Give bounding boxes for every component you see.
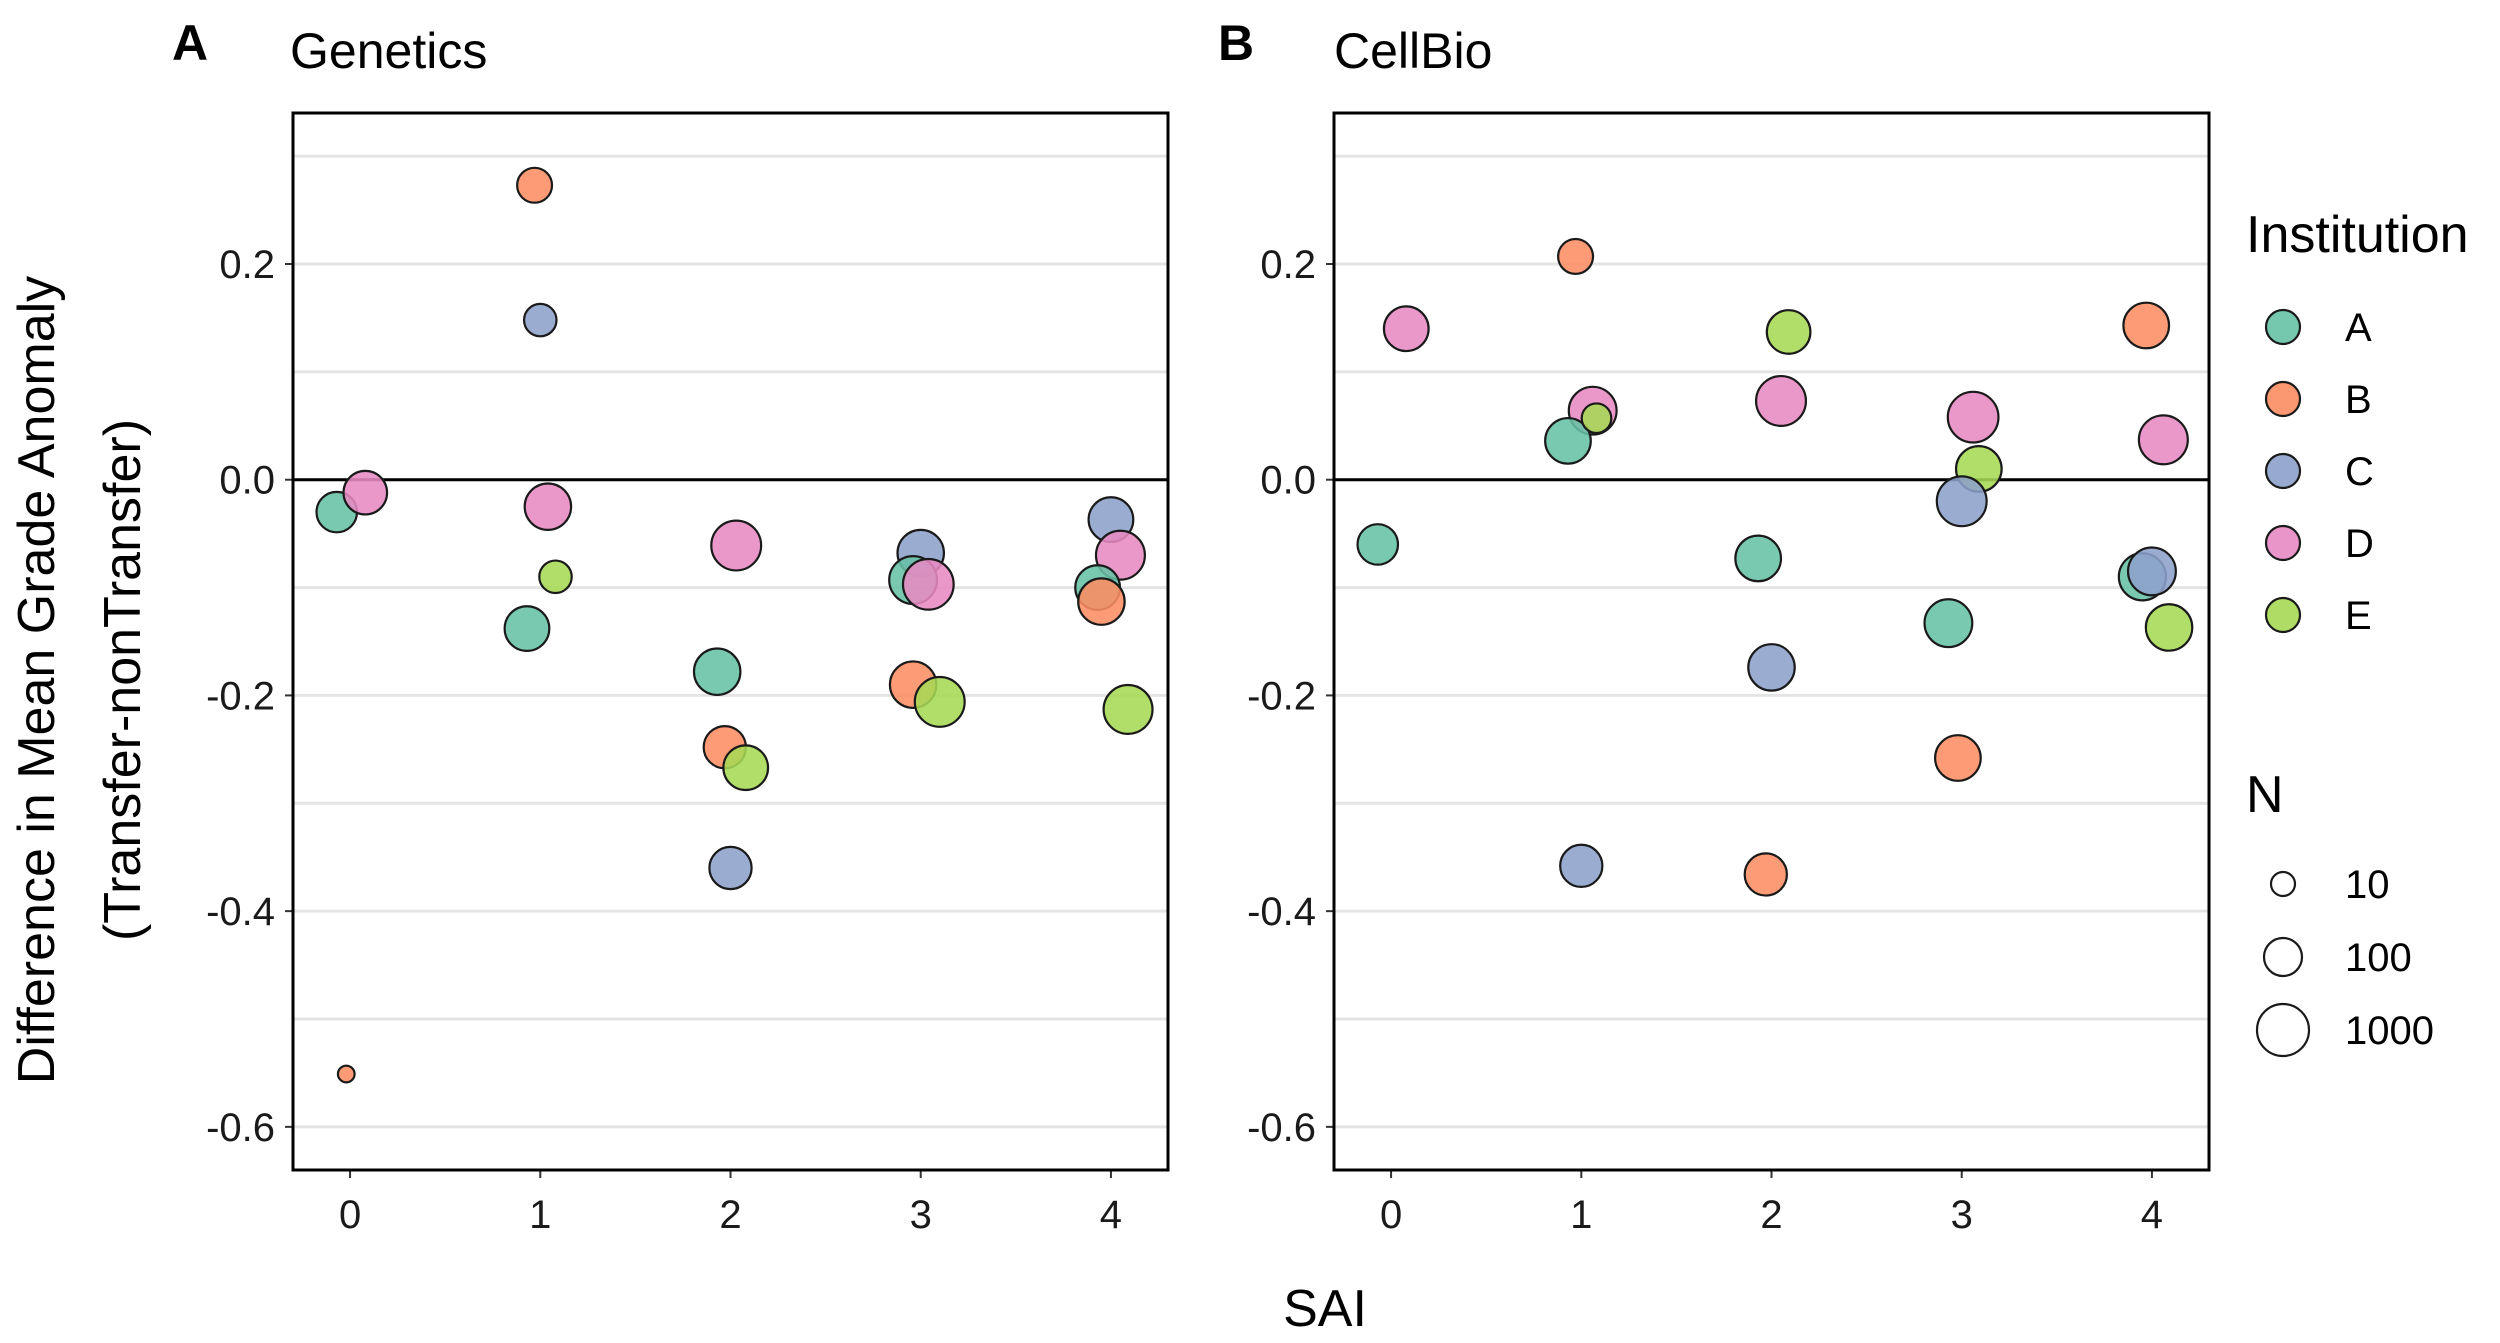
legend-size-circle bbox=[2269, 870, 2297, 898]
y-tick-label: -0.4 bbox=[1247, 890, 1316, 934]
point-institution-d bbox=[342, 469, 389, 516]
panel-title-cellbio: CellBio bbox=[1334, 23, 1492, 79]
y-tick-label: -0.2 bbox=[1247, 674, 1316, 718]
y-tick-label: -0.4 bbox=[206, 890, 275, 934]
x-tick-label: 4 bbox=[2141, 1193, 2163, 1237]
panel-tag-a: A bbox=[172, 15, 208, 71]
point-institution-c bbox=[1935, 475, 1988, 528]
plot-frame-cellbio bbox=[1332, 111, 2211, 1172]
legend-swatch-d bbox=[2264, 524, 2302, 562]
y-tick-label: -0.2 bbox=[206, 674, 275, 718]
x-tick-label: 3 bbox=[910, 1193, 932, 1237]
point-institution-c bbox=[522, 302, 558, 338]
x-tick-label: 3 bbox=[1951, 1193, 1973, 1237]
point-institution-e bbox=[1765, 309, 1812, 355]
point-institution-b bbox=[1557, 237, 1595, 275]
panel-cellbio: B CellBio 0.2 0.0 -0.2 -0.4 -0.6 0 1 2 3 4 bbox=[1218, 15, 2211, 1237]
panel-genetics: A Genetics 0.2 0.0 -0.2 -0.4 -0.6 0 1 2 3 4 bbox=[172, 15, 1170, 1237]
panel-title-genetics: Genetics bbox=[290, 23, 487, 79]
legend-label-c: C bbox=[2345, 450, 2374, 494]
point-institution-c bbox=[708, 845, 753, 891]
x-tick-label: 2 bbox=[719, 1193, 741, 1237]
point-institution-b bbox=[1934, 734, 1982, 782]
point-institution-c bbox=[1559, 843, 1604, 889]
y-tick-label: 0.2 bbox=[1260, 243, 1316, 287]
point-institution-a bbox=[1544, 416, 1592, 465]
point-institution-d bbox=[1946, 390, 2000, 444]
point-institution-d bbox=[1382, 305, 1430, 353]
point-institution-a bbox=[692, 647, 742, 697]
legend-sizes: 10 100 1000 bbox=[2255, 863, 2434, 1058]
y-axis-subtitle: (Transfer-nonTransfer) bbox=[94, 419, 152, 941]
point-institution-b bbox=[1743, 852, 1789, 897]
point-institution-e bbox=[722, 744, 770, 792]
points-genetics bbox=[315, 166, 1154, 1084]
point-institution-a bbox=[1734, 534, 1783, 583]
point-institution-d bbox=[2137, 414, 2189, 466]
point-institution-b bbox=[2122, 301, 2171, 350]
point-institution-e bbox=[2144, 603, 2194, 652]
point-institution-a bbox=[1923, 598, 1974, 649]
point-institution-d bbox=[710, 519, 763, 572]
legend-label-b: B bbox=[2345, 378, 2372, 422]
y-tick-label: -0.6 bbox=[206, 1106, 275, 1150]
x-tick-label: 0 bbox=[1380, 1193, 1402, 1237]
y-tick-label: -0.6 bbox=[1247, 1106, 1316, 1150]
x-tick-label: 2 bbox=[1760, 1193, 1782, 1237]
x-tick-label: 0 bbox=[339, 1193, 361, 1237]
x-tick-label: 1 bbox=[529, 1193, 551, 1237]
legend-swatch-e bbox=[2264, 596, 2302, 634]
legend-size-circle bbox=[2262, 936, 2304, 978]
legend-label-e: E bbox=[2345, 594, 2372, 638]
legend-size-circle bbox=[2255, 1002, 2311, 1058]
point-institution-a bbox=[1356, 523, 1400, 566]
legend-title-institution: Institution bbox=[2246, 206, 2469, 264]
point-institution-c bbox=[2126, 546, 2177, 597]
point-institution-c bbox=[1747, 643, 1796, 692]
point-institution-b bbox=[1077, 577, 1126, 626]
y-tick-label: 0.0 bbox=[1260, 459, 1316, 503]
legend-size-label: 10 bbox=[2345, 863, 2390, 907]
point-institution-b bbox=[336, 1064, 356, 1084]
y-tick-label: 0.2 bbox=[219, 243, 275, 287]
point-institution-e bbox=[913, 675, 966, 728]
point-institution-a bbox=[503, 605, 551, 652]
point-institution-e bbox=[538, 559, 573, 595]
legend-swatch-b bbox=[2264, 380, 2302, 418]
point-institution-b bbox=[516, 166, 554, 204]
panel-tag-b: B bbox=[1218, 15, 1254, 71]
legend-title-n: N bbox=[2246, 766, 2284, 824]
point-institution-d bbox=[1754, 374, 1808, 427]
legend-size-label: 1000 bbox=[2345, 1009, 2434, 1053]
point-institution-e bbox=[1580, 402, 1613, 435]
legend-swatch-a bbox=[2264, 308, 2302, 346]
tick-labels-genetics: 0.2 0.0 -0.2 -0.4 -0.6 0 1 2 3 4 bbox=[206, 243, 1122, 1237]
plot-frame-genetics bbox=[291, 111, 1170, 1172]
tick-labels-cellbio: 0.2 0.0 -0.2 -0.4 -0.6 0 1 2 3 4 bbox=[1247, 243, 2163, 1237]
gridlines-cellbio bbox=[1334, 154, 2209, 1129]
point-institution-d bbox=[523, 482, 573, 531]
legend-label-a: A bbox=[2345, 306, 2372, 350]
y-tick-label: 0.0 bbox=[219, 459, 275, 503]
legend-label-d: D bbox=[2345, 522, 2374, 566]
point-institution-e bbox=[1102, 683, 1154, 735]
y-axis-title: Difference in Mean Grade Anomaly bbox=[8, 276, 66, 1084]
points-cellbio bbox=[1356, 237, 2194, 897]
legend-swatch-c bbox=[2264, 452, 2302, 490]
x-tick-label: 4 bbox=[1100, 1193, 1122, 1237]
x-tick-label: 1 bbox=[1570, 1193, 1592, 1237]
legend-size-label: 100 bbox=[2345, 936, 2412, 980]
x-axis-title: SAI bbox=[1283, 1280, 1367, 1338]
gridlines-genetics bbox=[293, 154, 1168, 1129]
point-institution-d bbox=[901, 557, 955, 611]
